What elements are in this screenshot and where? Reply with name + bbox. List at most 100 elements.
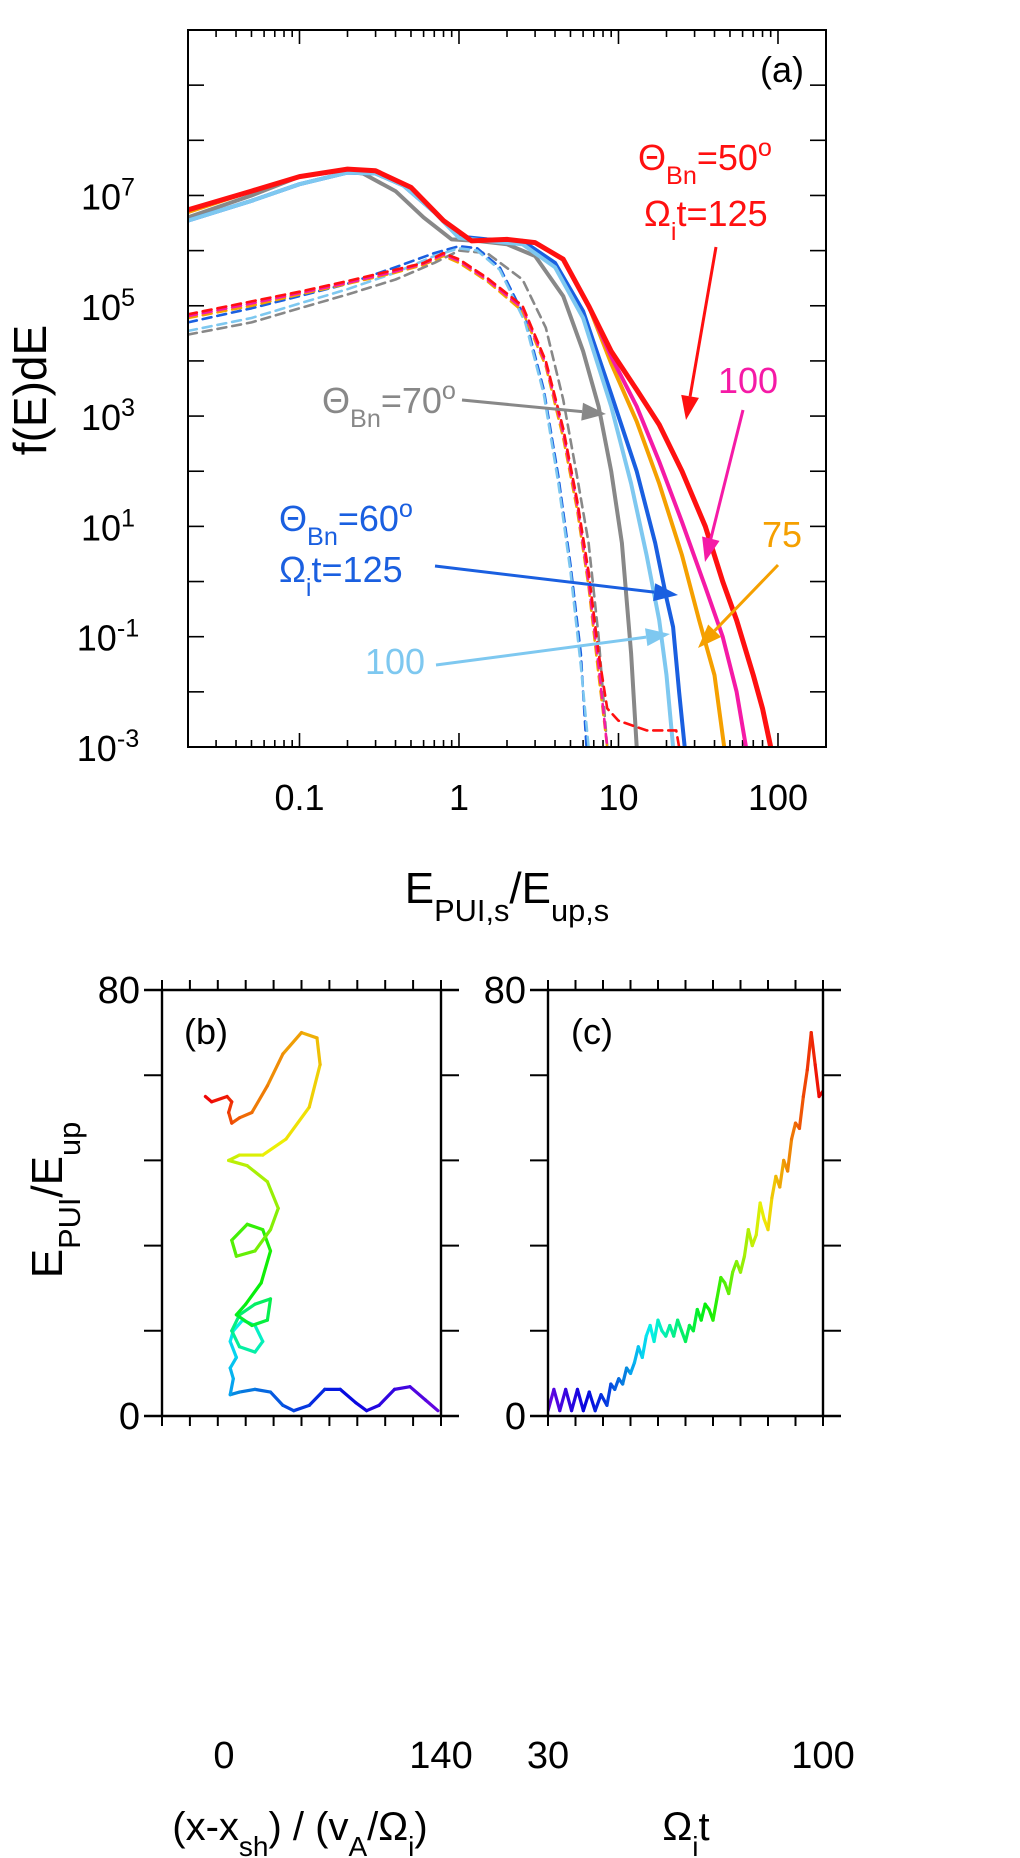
trajectory-segment-12 — [253, 1387, 273, 1394]
x-axis-label-c: Ωit — [662, 1805, 709, 1858]
trajectory-c — [548, 1030, 823, 1413]
trajectory-segment-44 — [738, 1254, 747, 1274]
trajectory-segment-27 — [237, 1302, 257, 1317]
trajectory-segment-2 — [392, 1385, 412, 1391]
annotation-m100: 100 — [718, 360, 778, 401]
x-axis-label-a: EPUI,s/Eup,s — [405, 864, 609, 928]
trajectory-segment-55 — [237, 1110, 254, 1120]
trajectory-segment-43 — [245, 1164, 269, 1184]
y-tick-label-b-0: 0 — [119, 1396, 140, 1438]
x-tick-label-b-1: 140 — [409, 1735, 472, 1777]
trajectory-segment-3 — [377, 1387, 397, 1407]
trajectory-segment-3 — [564, 1387, 574, 1413]
arrow-o75 — [698, 563, 780, 648]
trajectory-segment-32 — [691, 1307, 699, 1333]
trajectory-segment-24 — [237, 1345, 257, 1354]
y-tick-label-b-1: 80 — [98, 970, 140, 1012]
trajectory-b — [203, 1030, 440, 1413]
trajectory-segment-17 — [228, 1355, 238, 1370]
trajectory-segment-4 — [569, 1387, 580, 1413]
annotation-l100: 100 — [365, 641, 425, 682]
trajectory-segment-47 — [261, 1137, 288, 1157]
trajectory-segment-4 — [365, 1403, 381, 1413]
trajectory-segment-13 — [237, 1387, 257, 1394]
y-tick-label-4: 105 — [81, 284, 135, 328]
trajectory-segment-39 — [234, 1249, 257, 1258]
trajectory-segment-23 — [656, 1318, 664, 1333]
trajectory-segment-9 — [292, 1403, 311, 1413]
x-axis-label-b: (x-xsh) / (vA/Ωi) — [172, 1805, 427, 1858]
trajectory-segment-60 — [210, 1094, 229, 1104]
trajectory-segment-34 — [259, 1249, 273, 1285]
trajectory-segment-37 — [711, 1297, 719, 1322]
series-line-4 — [188, 170, 676, 747]
series-line-11 — [188, 251, 681, 747]
trajectory-segment-30 — [250, 1318, 269, 1328]
trajectory-segment-60 — [801, 1068, 809, 1099]
trajectory-segment-34 — [699, 1302, 707, 1322]
x-tick-label-1: 1 — [449, 777, 469, 818]
trajectory-segment-19 — [640, 1334, 648, 1360]
ticks-b — [144, 980, 459, 1426]
y-tick-label-c-0: 0 — [505, 1396, 526, 1438]
plot-frame-a — [187, 29, 827, 748]
series-line-5 — [188, 247, 590, 747]
trajectory-segment-23 — [253, 1339, 265, 1354]
trajectory-segment-41 — [727, 1270, 735, 1296]
x-axis-ticks — [187, 30, 827, 747]
trajectory-segment-40 — [253, 1228, 273, 1253]
trajectory-segment-15 — [228, 1377, 235, 1397]
annotation-th70: ΘBn=70o — [322, 377, 456, 433]
trajectory-segment-30 — [683, 1323, 692, 1344]
trajectory-segment-45 — [227, 1153, 242, 1163]
trajectory-segment-49 — [758, 1201, 766, 1221]
y-tick-label-0: 10-3 — [77, 725, 139, 769]
trajectory-segment-16 — [628, 1361, 637, 1376]
annotation-th50: ΘBn=50o — [638, 134, 772, 190]
trajectory-segment-58 — [227, 1100, 234, 1115]
trajectory-segment-48 — [284, 1105, 311, 1141]
annotation-th60: ΘBn=60o — [279, 495, 413, 551]
x-tick-label-c-0: 30 — [527, 1735, 569, 1777]
ticks-c — [530, 980, 841, 1426]
trajectory-segment-38 — [715, 1275, 723, 1301]
trajectory-segment-10 — [281, 1403, 296, 1413]
trajectory-segment-32 — [234, 1302, 248, 1317]
trajectory-segment-10 — [605, 1382, 613, 1407]
x-tick-label-3: 100 — [748, 777, 808, 818]
trajectory-segment-63 — [813, 1062, 821, 1099]
trajectory-segment-22 — [253, 1323, 265, 1344]
trajectory-segment-0 — [423, 1398, 440, 1413]
trajectory-segment-33 — [244, 1281, 263, 1306]
y-tick-label-2: 101 — [81, 504, 135, 548]
x-tick-label-2: 10 — [598, 777, 638, 818]
arrow-th70 — [461, 398, 606, 421]
trajectory-segment-57 — [227, 1110, 234, 1125]
trajectory-segment-51 — [766, 1196, 774, 1232]
x-tick-label-0: 0.1 — [274, 777, 324, 818]
annotation-o75: 75 — [762, 514, 802, 555]
trajectory-segment-42 — [265, 1180, 280, 1210]
panel-label-b: (b) — [184, 1011, 228, 1052]
trajectory-segment-28 — [253, 1297, 273, 1306]
series-line-1 — [188, 249, 609, 747]
panel-label-c: (c) — [571, 1011, 613, 1052]
trajectory-segment-59 — [797, 1094, 805, 1131]
trajectory-segment-41 — [268, 1206, 280, 1232]
panel-c: 30 100 0 80 (c) Ωit — [484, 970, 855, 1858]
trajectory-segment-22 — [652, 1318, 660, 1344]
trajectory-segment-37 — [230, 1222, 249, 1242]
trajectory-segment-38 — [230, 1238, 238, 1258]
trajectory-segment-49 — [307, 1062, 322, 1109]
trajectory-segment-52 — [281, 1030, 304, 1056]
trajectory-segment-25 — [230, 1329, 242, 1349]
trajectory-segment-36 — [245, 1222, 265, 1232]
trajectory-segment-50 — [315, 1036, 322, 1067]
y-tick-label-3: 103 — [81, 394, 135, 438]
x-tick-label-b-0: 0 — [213, 1735, 234, 1777]
y-tick-label-5: 107 — [81, 173, 135, 217]
trajectory-segment-51 — [299, 1030, 319, 1040]
trajectory-segment-56 — [786, 1137, 794, 1173]
trajectory-segment-1 — [552, 1387, 562, 1413]
